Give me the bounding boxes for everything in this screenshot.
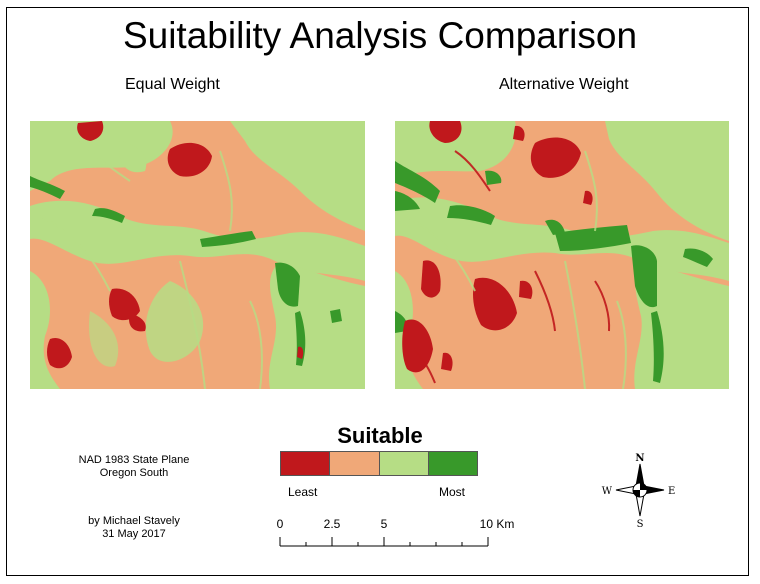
legend-swatch-least	[280, 451, 330, 476]
author-credit: by Michael Stavely 31 May 2017	[60, 515, 208, 541]
projection-info: NAD 1983 State Plane Oregon South	[60, 454, 208, 480]
scale-label-0: 0	[276, 517, 284, 531]
author-name: by Michael Stavely	[88, 515, 180, 527]
scale-bar	[279, 537, 489, 547]
projection-line-2: Oregon South	[99, 467, 169, 479]
scale-label-5: 5	[380, 517, 388, 531]
north-arrow-icon: N S E W	[602, 453, 676, 530]
credit-date: 31 May 2017	[102, 528, 166, 540]
compass-n: N	[635, 453, 644, 464]
legend-swatch-low	[329, 451, 380, 476]
compass-w: W	[602, 486, 613, 497]
suitability-map-equal	[30, 121, 365, 389]
panel-label-alternative: Alternative Weight	[499, 76, 629, 93]
scale-label-2-5: 2.5	[323, 517, 341, 531]
legend-label-most: Most	[439, 485, 466, 499]
compass-s: S	[637, 519, 644, 530]
panel-label-equal: Equal Weight	[125, 76, 220, 93]
legend-label-least: Least	[288, 485, 318, 499]
suitability-map-alternative	[395, 121, 729, 389]
legend-title: Suitable	[337, 423, 423, 448]
projection-line-1: NAD 1983 State Plane	[78, 454, 190, 466]
scale-label-10: 10 Km	[479, 517, 515, 531]
legend-swatch-high	[379, 451, 429, 476]
legend-swatch-most	[428, 451, 478, 476]
compass-e: E	[668, 486, 675, 497]
map-frame	[6, 7, 749, 576]
map-title: Suitability Analysis Comparison	[122, 15, 638, 56]
